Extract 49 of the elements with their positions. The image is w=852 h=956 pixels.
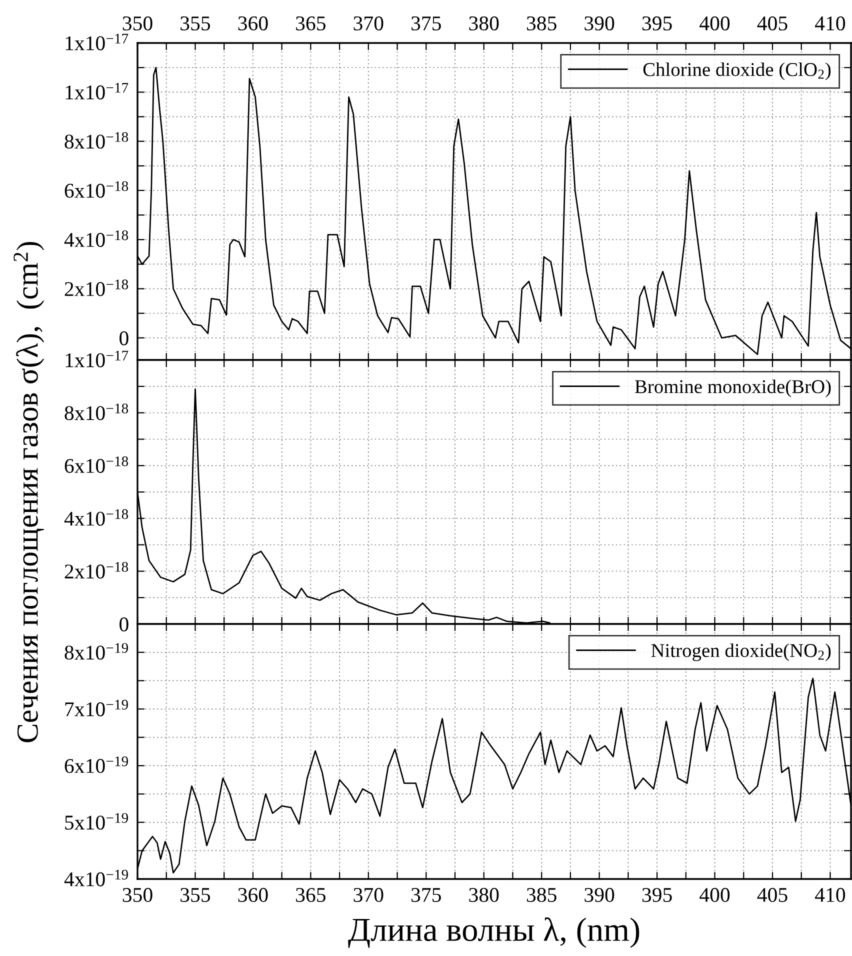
y-tick-label: 6x10$^{−18}$ [64, 456, 128, 473]
x2-tick-label: 360 [238, 16, 268, 30]
y-tick-label: 6x10$^{−18}$ [64, 181, 128, 198]
x2-tick-label: 400 [700, 16, 730, 30]
y-tick-label: 6x10$^{−19}$ [64, 756, 128, 773]
y-tick-label: 7x10$^{−19}$ [65, 700, 128, 716]
x-axis-title: Длина волны λ, (nm) [348, 917, 640, 948]
y-tick-label: 1x10$^{−17}$ [66, 34, 128, 50]
x-tick-label: 405 [757, 888, 788, 902]
y-tick-label: 1x10$^{−17}$ [66, 350, 128, 368]
y-tick-label: 4x10$^{−18}$ [64, 230, 128, 247]
y-tick-label: 8x10$^{−19}$ [64, 643, 128, 660]
x2-tick-label: 405 [757, 16, 788, 30]
legend-label: Bromine monoxide(BrO) [635, 380, 831, 398]
y-tick-label: 8x10$^{−18}$ [64, 404, 128, 420]
y-tick-label: 8x10$^{−18}$ [64, 132, 128, 149]
y-tick-label: 4x10$^{−18}$ [64, 509, 128, 526]
x2-tick-label: 355 [180, 16, 210, 30]
y-axis-title: Сечения поглощения газов σ(λ), (cm$^{2}$) [14, 242, 44, 742]
x2-tick-label: 350 [122, 16, 152, 30]
x-tick-label: 365 [296, 888, 326, 902]
x2-tick-label: 390 [584, 16, 614, 30]
y-tick-label: 2x10$^{−18}$ [64, 280, 128, 296]
x-tick-label: 360 [238, 888, 268, 902]
y-tick-label: 1x10$^{−17}$ [66, 82, 128, 100]
x2-tick-label: 375 [412, 16, 441, 30]
x-tick-label: 390 [584, 888, 614, 902]
x-tick-label: 395 [642, 888, 672, 902]
x-tick-label: 370 [354, 888, 384, 902]
x-tick-label: 375 [412, 888, 441, 902]
y-tick-label: 0 [120, 617, 128, 632]
x-tick-label: 355 [180, 888, 210, 902]
legend-label: Nitrogen dioxide(NO$_{2}$) [651, 643, 831, 662]
x-tick-label: 350 [122, 888, 152, 902]
x2-tick-label: 370 [354, 16, 384, 30]
y-tick-label: 5x10$^{−19}$ [65, 813, 128, 830]
x-tick-label: 385 [526, 888, 556, 902]
x-tick-label: 400 [700, 888, 730, 902]
x2-tick-label: 395 [642, 16, 672, 30]
y-tick-label: 4x10$^{−19}$ [64, 870, 128, 886]
legend-label: Chlorine dioxide (ClO$_{2}$) [643, 62, 831, 80]
y-tick-label: 2x10$^{−18}$ [64, 562, 128, 579]
x2-tick-label: 365 [296, 16, 326, 30]
x2-tick-label: 380 [469, 16, 499, 30]
x2-tick-label: 385 [526, 16, 556, 30]
x2-tick-label: 410 [815, 16, 846, 30]
x-tick-label: 380 [469, 888, 499, 902]
y-tick-label: 0 [120, 331, 128, 346]
x-tick-label: 410 [815, 888, 846, 902]
